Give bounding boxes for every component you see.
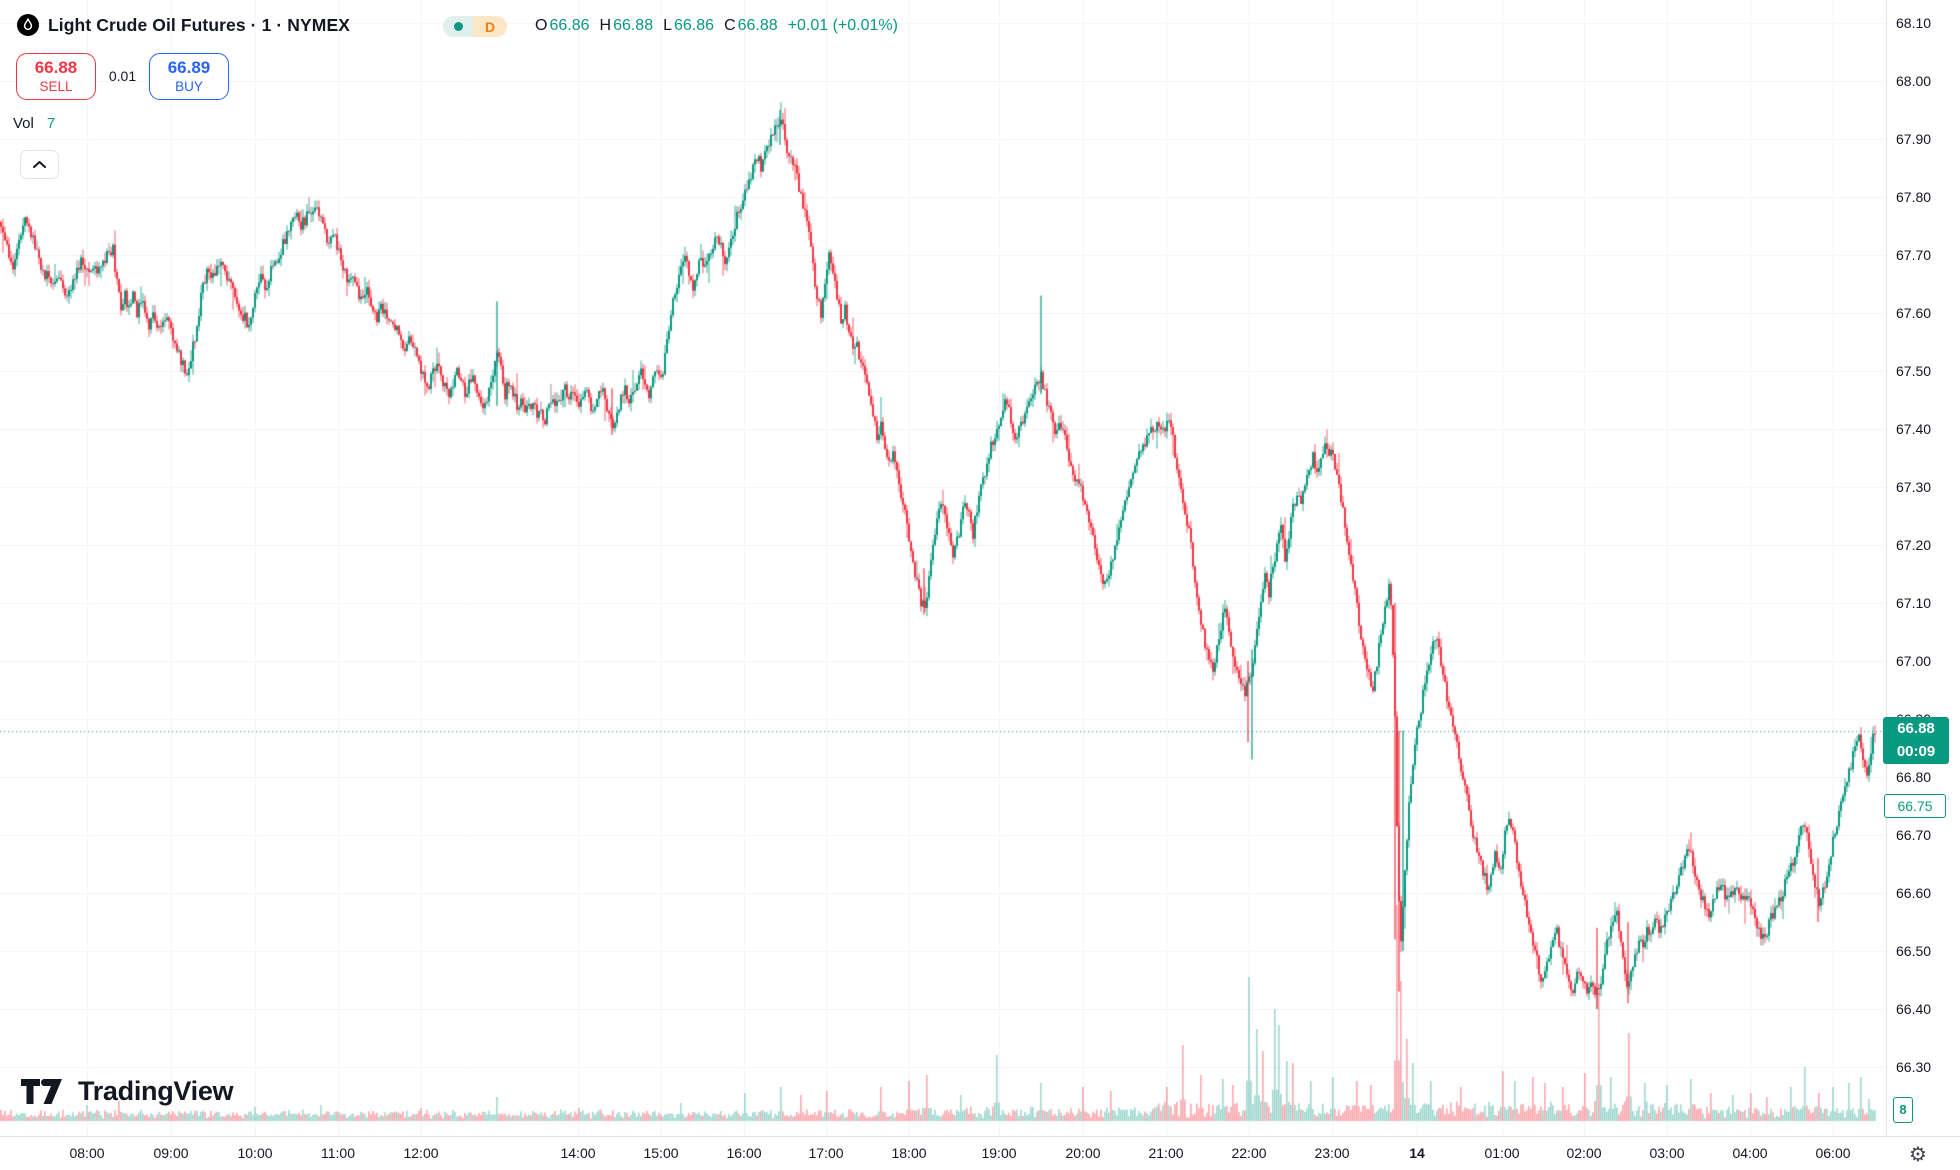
- chevron-up-icon: [33, 161, 46, 168]
- price-axis-label: 67.70: [1896, 247, 1932, 263]
- price-axis-label: 66.50: [1896, 943, 1932, 959]
- price-axis-label: 67.30: [1896, 479, 1932, 495]
- time-axis-label: 02:00: [1566, 1145, 1602, 1161]
- collapse-legend-button[interactable]: [20, 150, 59, 179]
- oil-drop-icon: [17, 14, 39, 36]
- tradingview-logo-link[interactable]: TradingView: [20, 1076, 234, 1107]
- open-value: 66.86: [549, 17, 590, 34]
- low-value: 66.86: [674, 17, 715, 34]
- buy-price: 66.89: [167, 58, 211, 77]
- spread-value: 0.01: [108, 68, 137, 84]
- price-axis-label: 66.40: [1896, 1001, 1932, 1017]
- close-label: C: [724, 17, 736, 34]
- price-axis-label: 67.10: [1896, 595, 1932, 611]
- time-axis-label: 22:00: [1231, 1145, 1267, 1161]
- high-label: H: [599, 17, 612, 34]
- price-axis-label: 68.00: [1896, 73, 1932, 89]
- bar-countdown: 00:09: [1896, 743, 1936, 760]
- time-axis-label: 17:00: [808, 1145, 844, 1161]
- watermark-text: TradingView: [78, 1076, 234, 1106]
- time-axis-label: 09:00: [153, 1145, 189, 1161]
- sell-button[interactable]: 66.88 SELL: [16, 53, 96, 100]
- price-axis-label: 68.10: [1896, 15, 1932, 31]
- time-axis-label: 04:00: [1732, 1145, 1768, 1161]
- buy-label: BUY: [175, 79, 203, 94]
- low-label: L: [663, 17, 673, 34]
- volume-axis-badge: 8: [1893, 1097, 1913, 1123]
- data-delay-badge: D: [473, 16, 507, 37]
- symbol-header: Light Crude Oil Futures · 1 · NYMEX: [17, 14, 350, 36]
- volume-legend-label: Vol: [13, 115, 34, 132]
- price-axis-label: 66.60: [1896, 885, 1932, 901]
- time-axis[interactable]: ⚙ 08:00 09:00 10:00 11:00 12:00 14:00 15:00 16:…: [0, 1136, 1960, 1170]
- symbol-title[interactable]: Light Crude Oil Futures · 1 · NYMEX: [48, 14, 350, 35]
- high-value: 66.88: [613, 17, 654, 34]
- time-axis-label: 16:00: [726, 1145, 762, 1161]
- sell-price: 66.88: [34, 58, 78, 77]
- price-axis-label: 66.70: [1896, 827, 1932, 843]
- time-axis-label: 14:00: [560, 1145, 596, 1161]
- time-axis-label: 15:00: [643, 1145, 679, 1161]
- time-axis-label: 18:00: [891, 1145, 927, 1161]
- time-axis-label: 23:00: [1314, 1145, 1350, 1161]
- price-axis-label: 67.40: [1896, 421, 1932, 437]
- volume-legend-value: 7: [46, 115, 56, 132]
- time-axis-label: 10:00: [237, 1145, 273, 1161]
- market-status-pills[interactable]: D: [443, 16, 507, 37]
- price-axis-label: 67.00: [1896, 653, 1932, 669]
- time-axis-label: 12:00: [403, 1145, 439, 1161]
- market-status-dot-icon: [443, 16, 473, 37]
- current-price-badge: 66.88 00:09: [1883, 717, 1949, 764]
- order-price-badge: 66.75: [1884, 794, 1946, 818]
- close-value: 66.88: [737, 17, 778, 34]
- price-axis-label: 66.30: [1896, 1059, 1932, 1075]
- open-label: O: [535, 17, 548, 34]
- time-axis-label: 08:00: [69, 1145, 105, 1161]
- time-axis-label: 20:00: [1065, 1145, 1101, 1161]
- price-axis-label: 67.80: [1896, 189, 1932, 205]
- volume-legend: Vol 7: [13, 115, 55, 132]
- price-axis-label: 67.60: [1896, 305, 1932, 321]
- time-axis-label: 01:00: [1484, 1145, 1520, 1161]
- sell-label: SELL: [39, 79, 73, 94]
- price-axis-label: 66.80: [1896, 769, 1932, 785]
- time-axis-label: 19:00: [981, 1145, 1017, 1161]
- time-axis-label: 03:00: [1649, 1145, 1685, 1161]
- ohlc-values: O 66.86 H 66.88 L 66.86 C 66.88 +0.01 (+0.01…: [535, 17, 898, 35]
- price-axis-label: 67.50: [1896, 363, 1932, 379]
- buy-button[interactable]: 66.89 BUY: [149, 53, 229, 100]
- price-axis-label: 67.90: [1896, 131, 1932, 147]
- price-axis-label: 67.20: [1896, 537, 1932, 553]
- time-axis-label: 21:00: [1148, 1145, 1184, 1161]
- price-change: +0.01 (+0.01%): [787, 17, 898, 34]
- time-axis-label: 06:00: [1815, 1145, 1851, 1161]
- time-axis-label: 11:00: [321, 1145, 355, 1161]
- tradingview-logo-icon: [20, 1077, 68, 1106]
- candlestick-chart-canvas[interactable]: [0, 0, 1886, 1136]
- current-price-value: 66.88: [1897, 720, 1935, 737]
- time-axis-label: 14: [1409, 1145, 1425, 1161]
- price-axis[interactable]: 68.10 68.00 67.90 67.80 67.70 67.60 67.50 67.40…: [1886, 0, 1960, 1136]
- gear-icon[interactable]: ⚙: [1909, 1144, 1927, 1166]
